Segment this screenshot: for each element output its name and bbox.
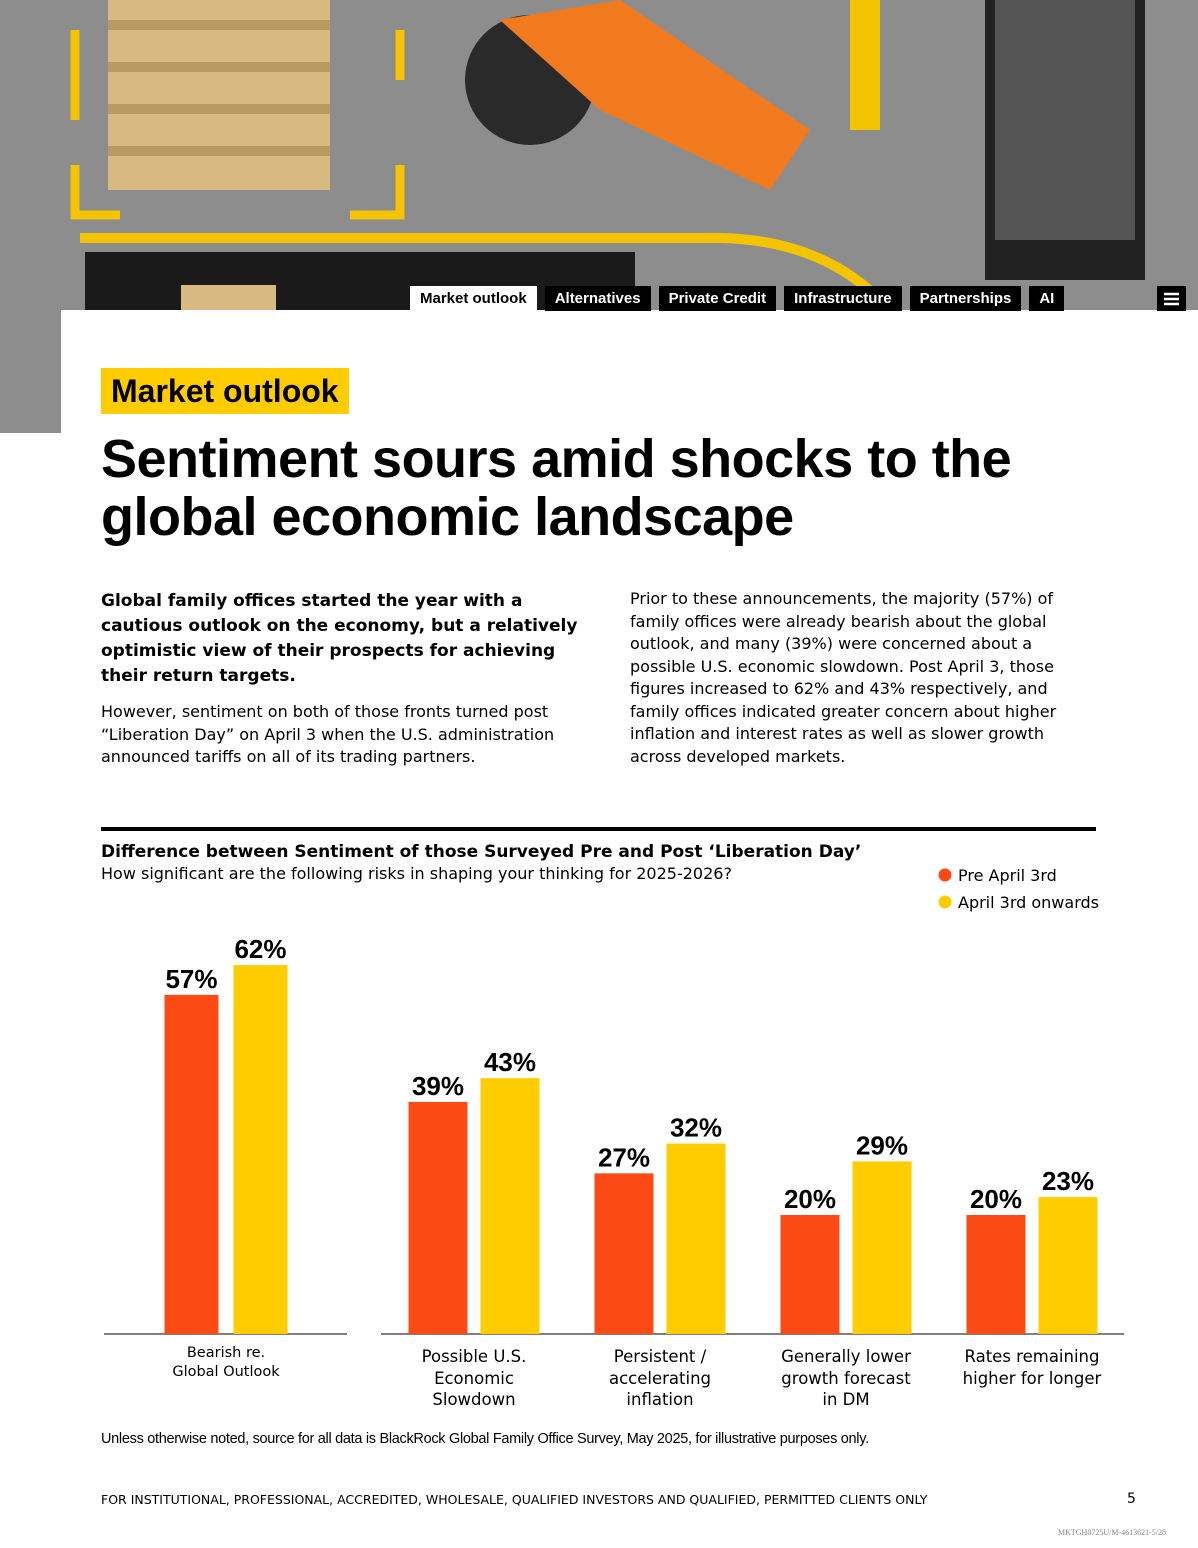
- nav-tabs: Market outlook Alternatives Private Credit…: [410, 286, 1065, 311]
- category-label: Generally lower growth forecast in DM: [781, 1347, 911, 1409]
- nav-tab[interactable]: Infrastructure: [784, 286, 902, 311]
- document-code: MKTGH0725U/M-4613621-5/28: [1058, 1528, 1166, 1537]
- nav-tab[interactable]: Private Credit: [658, 286, 777, 311]
- value-label: 32%: [670, 1113, 722, 1143]
- body-paragraph: However, sentiment on both of those fron…: [101, 702, 555, 766]
- section-tag: Market outlook: [101, 368, 349, 414]
- footer-disclaimer: FOR INSTITUTIONAL, PROFESSIONAL, ACCREDI…: [101, 1492, 928, 1507]
- bar: [408, 1101, 468, 1334]
- category-label: Rates remaining higher for longer: [962, 1347, 1102, 1388]
- divider: [101, 827, 1096, 831]
- body-paragraph: Prior to these announcements, the majori…: [630, 589, 1057, 766]
- value-label: 43%: [484, 1047, 536, 1077]
- chart-subtitle: How significant are the following risks …: [101, 864, 732, 883]
- lead-paragraph: Global family offices started the year w…: [101, 591, 578, 686]
- bar: [966, 1215, 1026, 1334]
- bar: [480, 1078, 540, 1334]
- value-label: 62%: [234, 934, 286, 964]
- legend-label: Pre April 3rd: [958, 866, 1057, 885]
- chart-title: Difference between Sentiment of those Su…: [101, 842, 862, 862]
- page-number: 5: [1127, 1491, 1136, 1507]
- nav-tab[interactable]: Alternatives: [544, 286, 651, 311]
- header-image: [0, 0, 1198, 433]
- nav-tab[interactable]: Partnerships: [909, 286, 1022, 311]
- source-note: Unless otherwise noted, source for all d…: [101, 1431, 869, 1447]
- legend-marker: [938, 868, 952, 882]
- category-label: Possible U.S. Economic Slowdown: [421, 1347, 527, 1409]
- bar: [1038, 1197, 1098, 1334]
- category-label: Persistent / accelerating inflation: [608, 1347, 712, 1409]
- bar: [666, 1143, 726, 1334]
- value-label: 57%: [165, 964, 217, 994]
- bar: [164, 994, 219, 1334]
- bar: [233, 965, 288, 1334]
- bar: [594, 1173, 654, 1334]
- nav-tab[interactable]: Market outlook: [410, 286, 537, 311]
- chart: Pre April 3rd April 3rd onwards 57% 62% 39% 4…: [104, 866, 1124, 1335]
- menu-button[interactable]: [1157, 286, 1186, 311]
- nav-tab[interactable]: AI: [1029, 286, 1065, 311]
- bar: [780, 1215, 840, 1334]
- value-label: 39%: [412, 1071, 464, 1101]
- page-title: Sentiment sours amid shocks to the globa…: [101, 429, 1012, 547]
- value-label: 29%: [856, 1130, 908, 1160]
- value-label: 23%: [1042, 1166, 1094, 1196]
- legend-label: April 3rd onwards: [958, 893, 1099, 912]
- value-label: 20%: [784, 1184, 836, 1214]
- legend-marker: [938, 895, 952, 909]
- value-label: 20%: [970, 1184, 1022, 1214]
- bar: [852, 1161, 912, 1334]
- category-label: Bearish re. Global Outlook: [172, 1345, 280, 1380]
- value-label: 27%: [598, 1142, 650, 1172]
